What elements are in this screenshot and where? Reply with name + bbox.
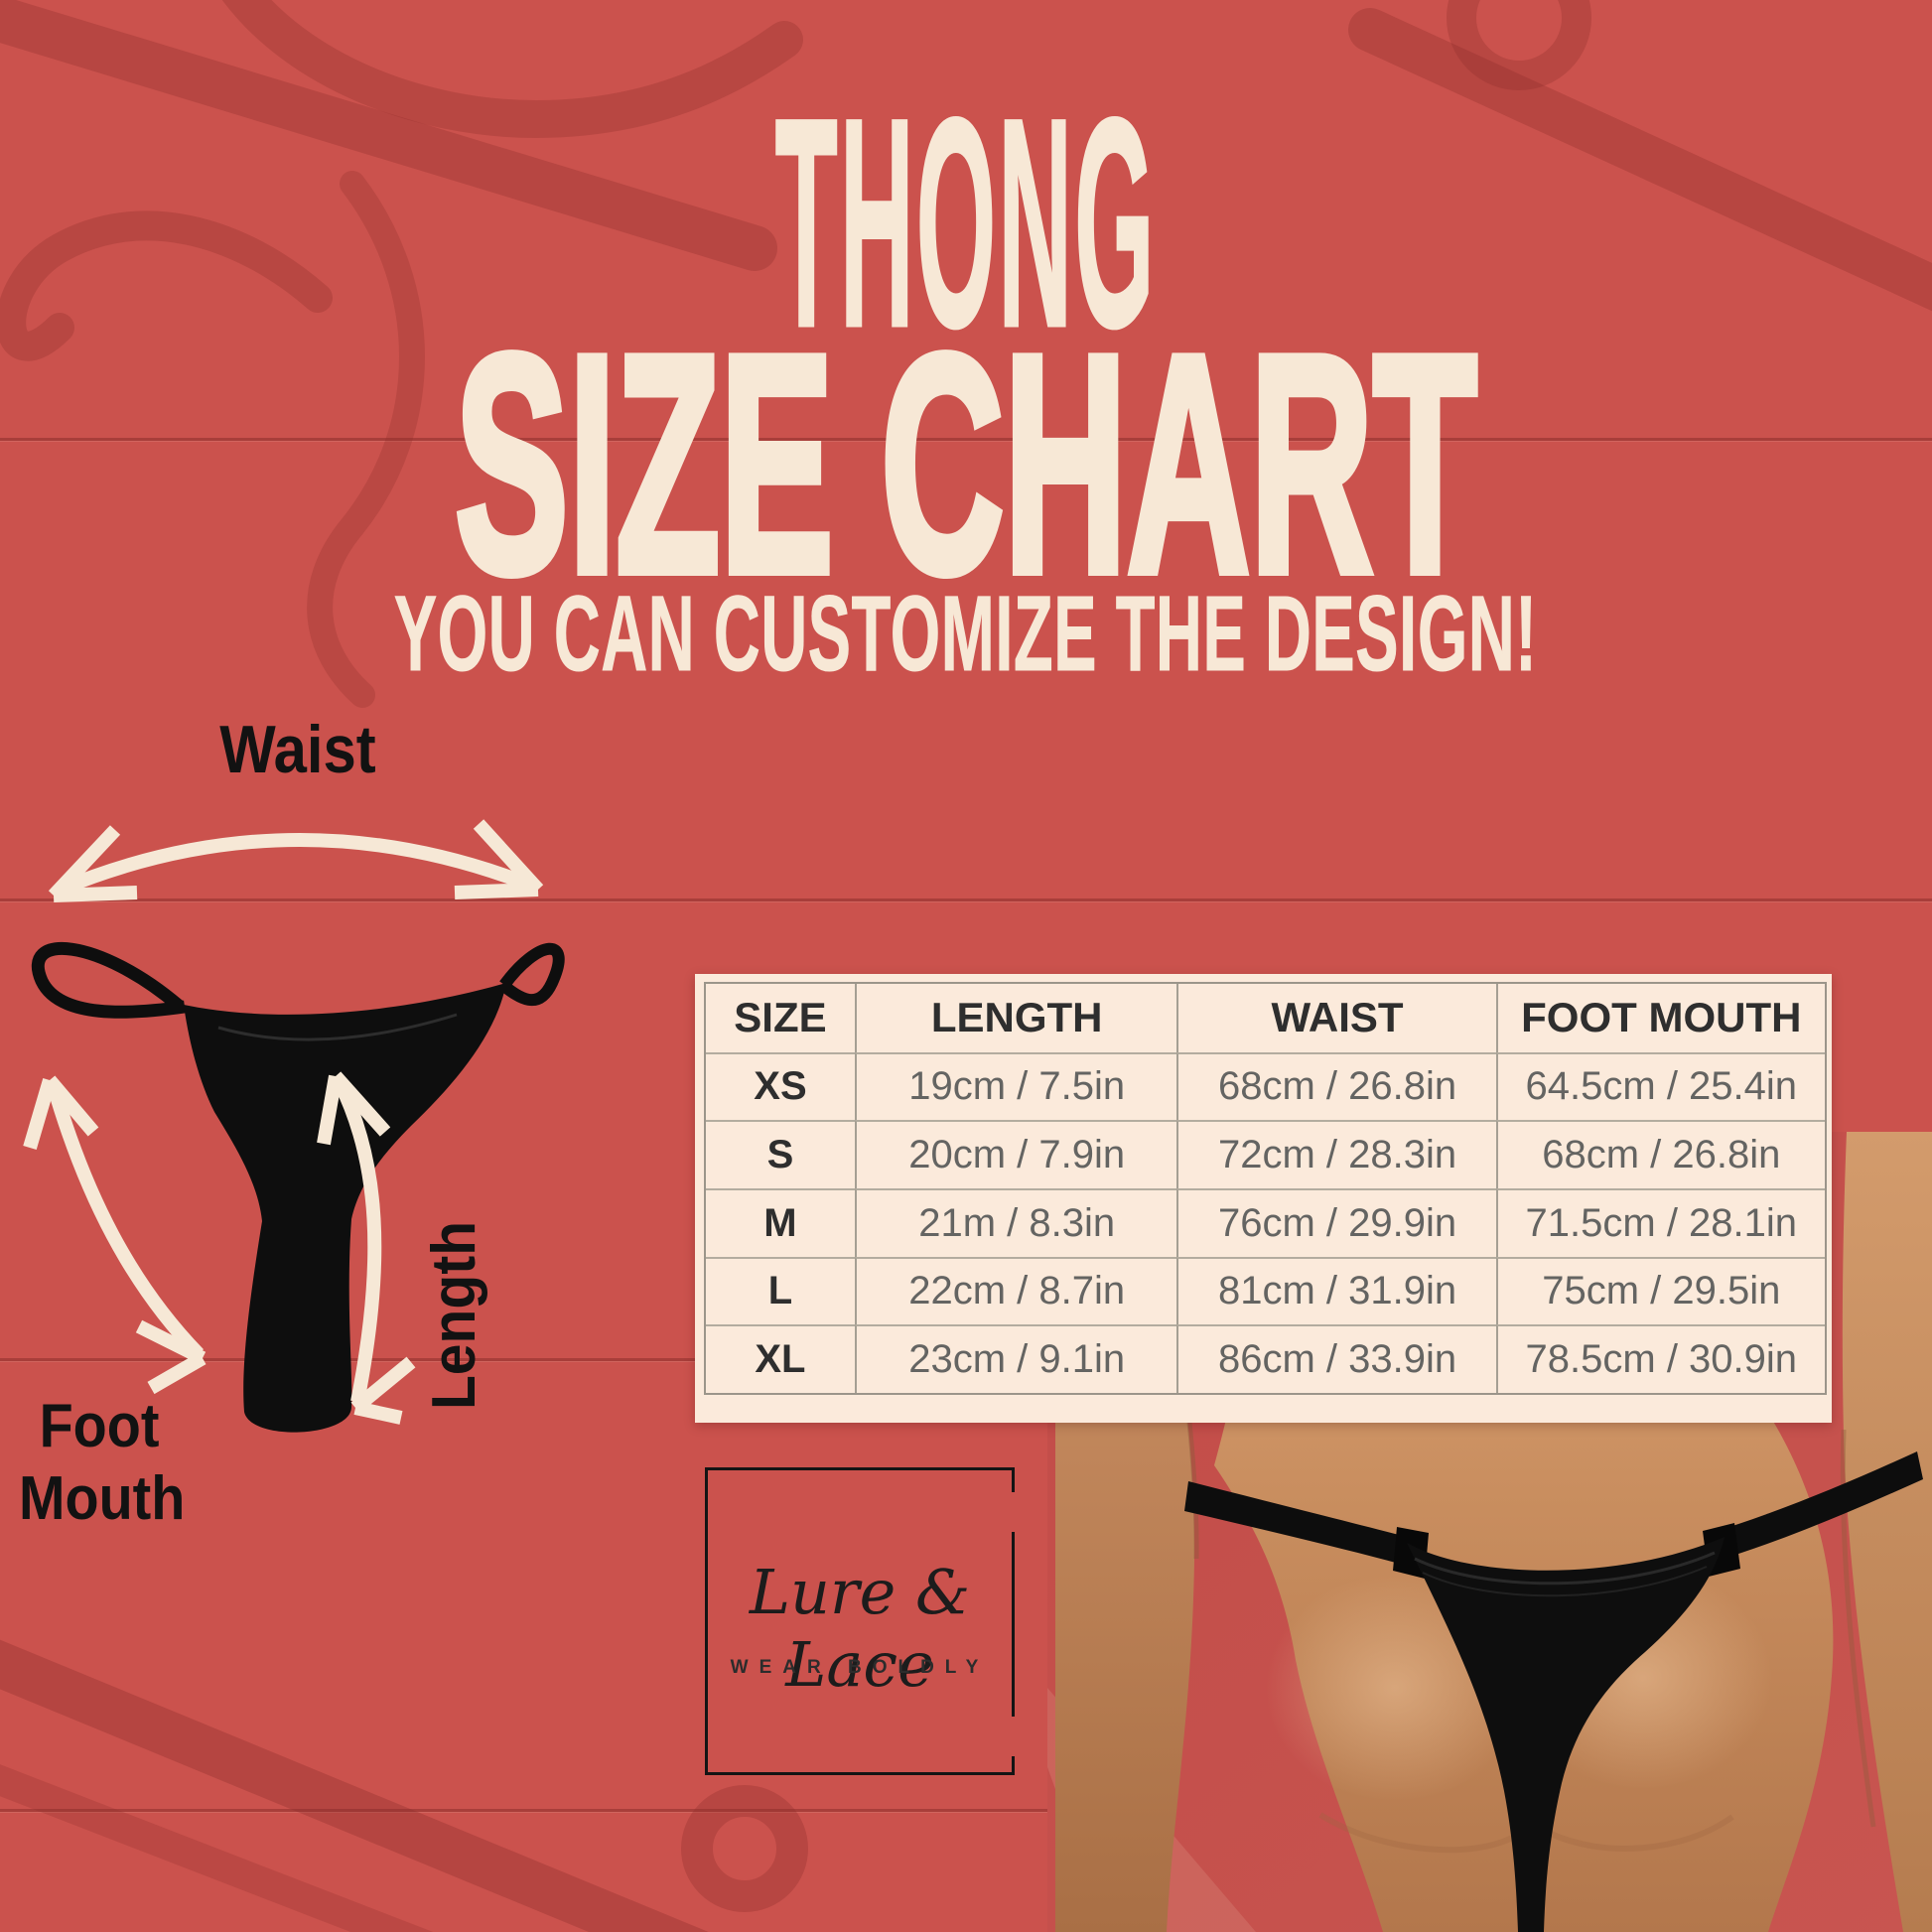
table-cell: 72cm / 28.3in <box>1176 1120 1496 1188</box>
table-size-cell: M <box>706 1187 855 1257</box>
table-cell: 64.5cm / 25.4in <box>1495 1051 1825 1121</box>
hanger-ring-icon <box>1447 0 1591 90</box>
table-cell: 86cm / 33.9in <box>1176 1324 1496 1393</box>
waist-arrowhead-left <box>48 825 138 902</box>
under-buttock-crease <box>1318 1812 1516 1854</box>
hanger-bar-icon <box>1348 8 1932 312</box>
arm-shadow-line <box>1840 1429 1876 1828</box>
thong-left-strap <box>1184 1481 1411 1567</box>
length-arrow <box>333 1078 382 1404</box>
table-header-cell: WAIST <box>1176 984 1495 1052</box>
hanger-ring-icon <box>681 1785 808 1912</box>
size-table: SIZE LENGTH WAIST FOOT MOUTH XS 19cm / 7.5in 6… <box>704 982 1827 1395</box>
foot-mouth-arrow <box>47 1084 205 1359</box>
table-size-cell: L <box>706 1256 855 1325</box>
table-cell: 23cm / 9.1in <box>854 1324 1177 1393</box>
table-cell: 19cm / 7.5in <box>854 1051 1177 1121</box>
under-buttock-crease <box>1547 1814 1734 1852</box>
table-header-cell: FOOT MOUTH <box>1495 984 1825 1052</box>
size-table-panel: SIZE LENGTH WAIST FOOT MOUTH XS 19cm / 7.5in 6… <box>695 974 1832 1423</box>
hanger-hook-icon <box>0 210 333 361</box>
logo-border-gap <box>1012 1492 1015 1532</box>
brand-logo-box: Lure & Lace WEAR BOLDLY <box>705 1467 1015 1775</box>
foot-mouth-arrowhead-bottom <box>135 1319 207 1395</box>
thong-stitching <box>1422 1566 1708 1597</box>
brand-name: Lure & Lace <box>749 1556 971 1701</box>
hanger-hook-icon <box>307 171 425 708</box>
foot-mouth-label-line1: Foot <box>39 1392 160 1460</box>
title-thong: THONG <box>774 56 1158 389</box>
table-cell: 22cm / 8.7in <box>854 1256 1177 1325</box>
measurement-arrows <box>23 819 544 1425</box>
table-cell: 78.5cm / 30.9in <box>1495 1324 1825 1393</box>
table-cell: 68cm / 26.8in <box>1176 1051 1496 1121</box>
table-size-cell: XL <box>706 1324 855 1393</box>
hanger-bar-icon <box>0 1764 434 1932</box>
length-arrowhead-top <box>317 1071 391 1146</box>
foot-mouth-arrowhead-top <box>23 1075 99 1150</box>
plank-seam <box>0 438 1932 442</box>
thong-right-strap <box>1711 1451 1923 1561</box>
thong-stitching <box>1414 1551 1716 1586</box>
waist-arrowhead-right <box>454 819 544 899</box>
foot-mouth-label: Foot Mouth <box>19 1390 186 1535</box>
length-arrowhead-bottom <box>350 1356 416 1425</box>
plank-seam <box>0 898 1932 902</box>
table-cell: 76cm / 29.9in <box>1176 1187 1496 1257</box>
product-thong-body <box>184 983 506 1433</box>
product-thong-right-loop <box>498 942 565 1007</box>
thong-measurement-diagram <box>23 819 565 1433</box>
plank-seam <box>0 1809 1932 1813</box>
table-size-cell: XS <box>706 1051 855 1121</box>
table-cell: 71.5cm / 28.1in <box>1495 1187 1825 1257</box>
product-thong-left-loop <box>31 941 186 1019</box>
table-cell: 68cm / 26.8in <box>1495 1120 1825 1188</box>
page-subtitle: YOU CAN CUSTOMIZE THE DESIGN! <box>0 573 1932 693</box>
subtitle-text: YOU CAN CUSTOMIZE THE DESIGN! <box>394 573 1538 693</box>
page-title-line1: THONG <box>0 56 1932 389</box>
table-header-cell: SIZE <box>734 994 827 1041</box>
table-cell: 81cm / 31.9in <box>1176 1256 1496 1325</box>
table-header-cell: LENGTH <box>854 984 1177 1052</box>
table-cell: 75cm / 29.5in <box>1495 1256 1825 1325</box>
table-cell: 21m / 8.3in <box>854 1187 1177 1257</box>
hanger-bar-icon <box>0 0 777 271</box>
title-size-chart: SIZE CHART <box>452 292 1479 637</box>
table-cell: 20cm / 7.9in <box>854 1120 1177 1188</box>
length-label: Length <box>420 1220 488 1411</box>
table-size-cell: S <box>706 1120 855 1188</box>
hanger-bar-icon <box>0 1639 709 1932</box>
thong-back-piece <box>1407 1537 1725 1932</box>
hanger-curve-icon <box>221 0 803 139</box>
brand-tagline: WEAR BOLDLY <box>730 1657 990 1678</box>
product-thong-sheen <box>217 1013 458 1041</box>
page-title-line2: SIZE CHART <box>0 292 1932 637</box>
foot-mouth-label-line2: Mouth <box>19 1464 186 1534</box>
logo-border-gap <box>1012 1717 1015 1756</box>
waist-label: Waist <box>219 712 376 787</box>
model-right-arm <box>1842 1132 1932 1932</box>
waist-arrow <box>57 833 535 897</box>
